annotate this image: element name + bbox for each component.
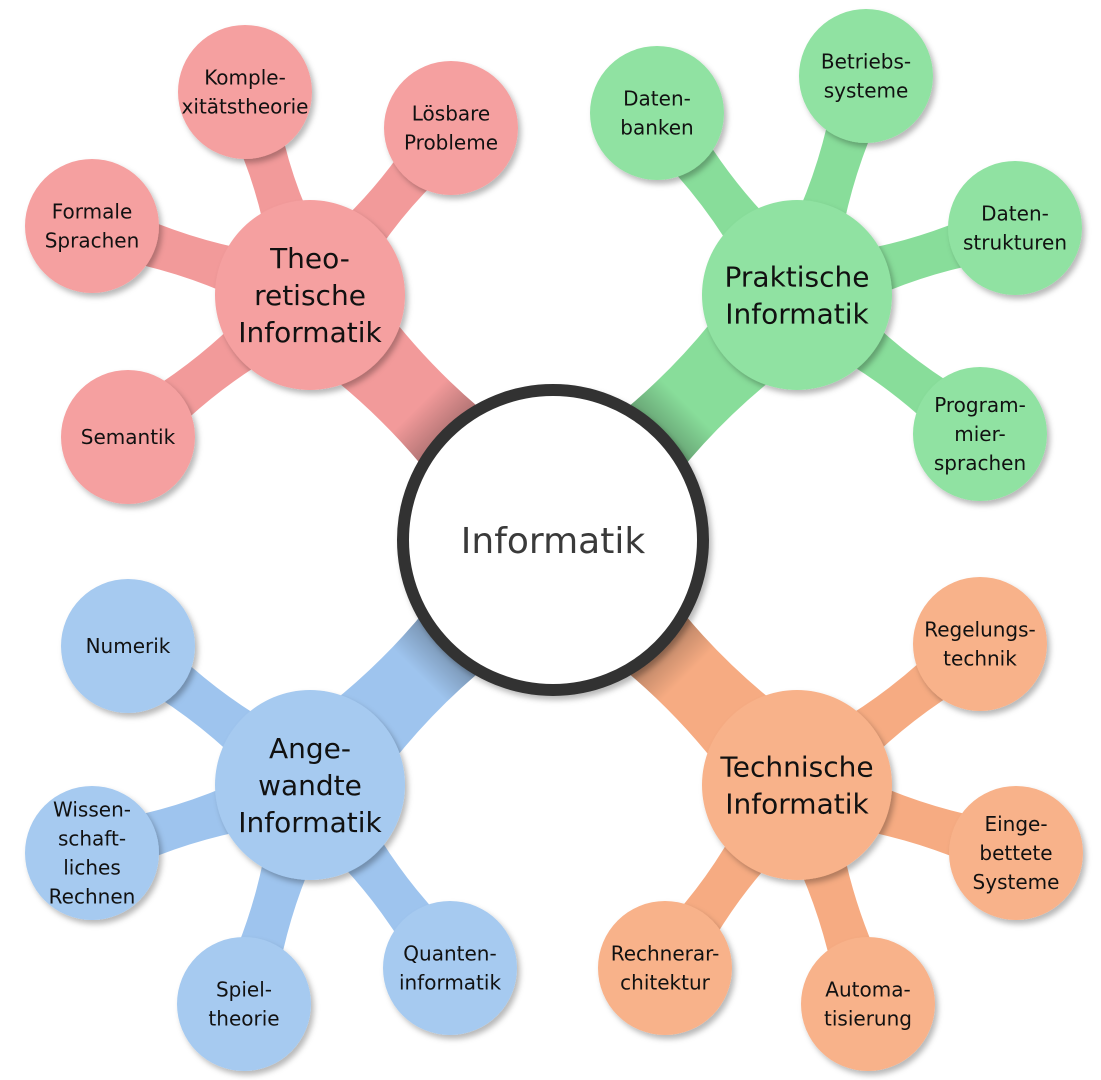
branch-label-angewandt-line: Ange- [269,732,351,765]
leaf-label-eingebettet: Einge-bettete Systeme [973,812,1060,894]
leaf-label-spieltheorie: Spiel-theorie [208,978,279,1031]
leaf-node-wissenschaftlich [25,786,159,920]
leaf-node-semantik [61,370,195,504]
branch-label-praktisch-line: Praktische [725,260,870,293]
leaf-label-datenbanken-line: Daten- [623,87,691,111]
leaf-node-komplexitaet [178,25,312,159]
leaf-label-rechnerarch-line: Rechnerar- [611,942,720,966]
leaf-label-betriebssysteme-line: Betriebs- [821,50,911,74]
leaf-node-regelung [913,577,1047,711]
leaf-label-regelung-line: technik [943,647,1017,671]
leaf-label-semantik: Semantik [81,425,176,449]
leaf-label-formale-line: Sprachen [45,229,140,253]
leaf-label-spieltheorie-line: theorie [208,1007,279,1031]
leaf-label-rechnerarch: Rechnerar-chitektur [611,942,720,995]
leaf-label-formale: Formale Sprachen [45,200,140,253]
leaf-label-datenstrukturen-line: strukturen [963,231,1067,255]
branch-label-technisch: Technische Informatik [719,750,873,820]
leaf-node-spieltheorie [177,937,311,1071]
leaf-label-numerik: Numerik [86,634,171,658]
leaf-node-numerik [61,579,195,713]
leaf-label-semantik-line: Semantik [81,425,176,449]
leaf-label-automatisierung-line: tisierung [824,1007,912,1031]
leaf-node-betriebssysteme [799,9,933,143]
branch-label-theoretisch: Theo-retische Informatik [238,242,382,349]
leaf-label-datenstrukturen-line: Daten- [981,202,1049,226]
leaf-label-numerik-line: Numerik [86,634,171,658]
leaf-label-wissenschaftlich-line: liches [63,856,121,880]
leaf-node-quanten [383,901,517,1035]
leaf-label-wissenschaftlich-line: schaft- [58,827,126,851]
leaf-label-wissenschaftlich-line: Wissen- [53,798,131,822]
leaf-label-datenbanken: Daten-banken [620,87,693,140]
leaf-label-spieltheorie-line: Spiel- [216,978,272,1002]
leaf-label-wissenschaftlich: Wissen-schaft-liches Rechnen [49,798,136,909]
leaf-label-datenbanken-line: banken [620,116,693,140]
branch-label-technisch-line: Technische [719,750,873,783]
branch-label-angewandt-line: wandte [258,769,362,802]
leaf-node-automatisierung [801,937,935,1071]
leaf-label-programmiersprachen: Program-mier-sprachen [934,393,1026,475]
leaf-node-rechnerarch [598,901,732,1035]
root-node [397,384,709,696]
leaf-node-programmiersprachen [913,367,1047,501]
branch-node-praktisch [702,200,892,390]
leaf-node-datenstrukturen [948,161,1082,295]
leaf-label-datenstrukturen: Daten-strukturen [963,202,1067,255]
leaf-label-loesbare-line: Probleme [404,131,498,155]
leaf-label-regelung-line: Regelungs- [924,618,1036,642]
leaf-label-rechnerarch-line: chitektur [620,971,710,995]
leaf-label-automatisierung: Automa-tisierung [824,978,912,1031]
leaf-label-quanten-line: Quanten- [403,942,496,966]
leaf-label-quanten-line: informatik [399,971,502,995]
branch-label-angewandt: Ange-wandte Informatik [238,732,382,839]
leaf-label-programmiersprachen-line: sprachen [934,451,1026,475]
leaf-node-loesbare [384,61,518,195]
leaf-label-regelung: Regelungs-technik [924,618,1036,671]
leaf-label-komplexitaet: Komple-xitätstheorie [182,66,309,119]
branch-label-technisch-line: Informatik [725,787,869,820]
leaf-label-formale-line: Formale [52,200,133,224]
leaf-label-programmiersprachen-line: mier- [954,422,1006,446]
leaf-node-datenbanken [590,46,724,180]
branch-label-praktisch-line: Informatik [725,297,869,330]
branch-label-angewandt-line: Informatik [238,806,382,839]
leaf-label-automatisierung-line: Automa- [825,978,910,1002]
leaf-label-eingebettet-line: Einge- [984,812,1047,836]
leaf-label-eingebettet-line: Systeme [973,870,1060,894]
branch-label-theoretisch-line: retische [254,279,366,312]
branch-node-technisch [702,690,892,880]
branch-label-praktisch: Praktische Informatik [725,260,870,330]
branch-node-theoretisch [215,200,405,390]
leaf-label-programmiersprachen-line: Program- [934,393,1026,417]
branch-label-theoretisch-line: Informatik [238,316,382,349]
branch-label-theoretisch-line: Theo- [269,242,350,275]
leaf-label-komplexitaet-line: Komple- [204,66,286,90]
leaf-label-betriebssysteme-line: systeme [824,79,909,103]
root-label: Informatik [461,521,646,562]
leaf-label-loesbare: Lösbare Probleme [404,102,498,155]
leaf-label-betriebssysteme: Betriebs-systeme [821,50,911,103]
branch-node-angewandt [215,690,405,880]
leaf-label-komplexitaet-line: xitätstheorie [182,95,309,119]
leaf-label-eingebettet-line: bettete [979,841,1052,865]
leaf-label-loesbare-line: Lösbare [412,102,491,126]
leaf-label-quanten: Quanten-informatik [399,942,502,995]
leaf-label-wissenschaftlich-line: Rechnen [49,885,136,909]
leaf-node-formale [25,159,159,293]
leaf-node-eingebettet [949,786,1083,920]
